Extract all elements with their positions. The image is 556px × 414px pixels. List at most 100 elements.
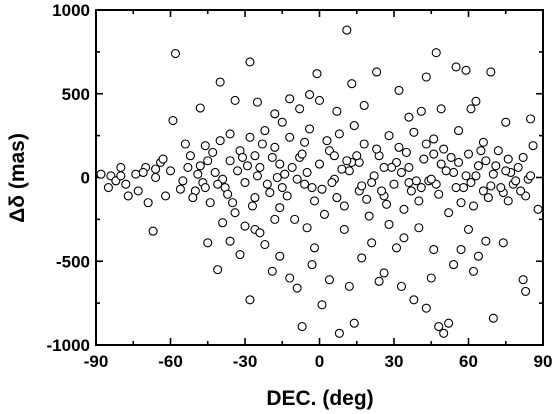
data-point — [116, 171, 126, 181]
data-point — [233, 166, 243, 176]
data-point — [414, 196, 424, 206]
data-point — [454, 126, 464, 136]
data-point — [463, 149, 474, 159]
y-axis-title: Δδ (mas) — [6, 133, 29, 223]
y-tick-labels: 1000 500 0 -500 -1000 — [47, 1, 90, 355]
data-point — [317, 184, 327, 194]
data-point — [305, 90, 315, 100]
data-point — [466, 177, 476, 188]
data-point — [381, 199, 392, 209]
data-point — [394, 85, 404, 95]
data-point — [533, 204, 543, 214]
data-point — [513, 162, 523, 172]
x-axis-title: DEC. (deg) — [266, 387, 373, 410]
data-point — [302, 167, 312, 178]
data-point — [409, 295, 419, 305]
data-point — [208, 147, 218, 157]
data-point — [151, 164, 161, 174]
data-point — [292, 283, 302, 293]
data-point — [399, 233, 409, 243]
data-point — [285, 273, 295, 283]
data-point — [151, 172, 161, 183]
data-point — [347, 79, 357, 89]
data-point — [478, 186, 488, 196]
plot-frame — [95, 9, 544, 346]
data-point — [300, 179, 310, 189]
data-point — [237, 152, 248, 162]
data-point — [436, 104, 446, 114]
data-point — [116, 162, 126, 172]
data-point — [498, 238, 508, 248]
data-point — [404, 112, 414, 122]
data-point — [317, 300, 327, 310]
data-point — [406, 186, 416, 196]
data-point — [203, 238, 213, 248]
data-point — [337, 164, 347, 174]
data-point — [148, 226, 158, 236]
data-point — [372, 67, 382, 77]
data-point — [230, 95, 240, 105]
data-point — [503, 196, 513, 206]
data-point — [230, 208, 240, 218]
data-point — [225, 236, 235, 246]
data-point — [486, 67, 496, 77]
data-point — [426, 174, 436, 184]
data-point — [252, 97, 262, 107]
data-point — [419, 154, 429, 164]
data-point — [305, 124, 315, 134]
data-point — [439, 328, 449, 338]
data-point — [339, 224, 349, 234]
data-point — [245, 295, 255, 305]
data-point — [372, 144, 382, 154]
data-point — [488, 169, 498, 179]
data-point — [493, 146, 503, 156]
data-point — [133, 186, 143, 196]
data-point — [277, 183, 287, 193]
data-point — [295, 104, 305, 114]
data-point — [421, 303, 431, 313]
data-point — [267, 266, 277, 276]
data-point — [364, 211, 374, 221]
data-point — [399, 204, 409, 214]
data-point — [421, 139, 431, 149]
data-point — [255, 162, 265, 172]
data-point — [384, 219, 394, 229]
data-point — [260, 126, 270, 136]
data-point — [319, 209, 330, 219]
data-point — [374, 276, 384, 286]
data-point — [143, 198, 153, 208]
data-point — [436, 159, 446, 169]
data-point — [379, 268, 389, 278]
data-point — [352, 151, 362, 161]
data-point — [478, 137, 488, 147]
data-point — [451, 62, 461, 72]
data-point — [491, 161, 501, 171]
data-point — [225, 156, 235, 166]
data-point — [396, 167, 407, 178]
data-point — [307, 260, 317, 270]
data-point — [451, 183, 461, 193]
data-point — [183, 162, 193, 172]
data-point — [344, 281, 354, 291]
data-point — [175, 184, 185, 194]
data-point — [300, 137, 310, 147]
data-point — [528, 141, 538, 151]
data-point — [262, 179, 272, 189]
data-point — [287, 162, 297, 172]
x-tick-label: 60 — [459, 352, 478, 371]
data-point — [501, 166, 511, 176]
data-point — [394, 142, 404, 152]
data-point — [526, 171, 536, 181]
data-point — [473, 161, 483, 171]
data-point — [272, 172, 282, 183]
data-point — [377, 186, 387, 196]
y-tick-label: 1000 — [52, 1, 90, 20]
x-tick-label: -90 — [84, 352, 109, 371]
data-point — [434, 322, 444, 332]
data-point — [404, 177, 414, 188]
data-point — [473, 251, 483, 261]
data-point — [285, 94, 295, 104]
data-point — [131, 169, 141, 179]
data-point — [245, 132, 255, 142]
data-point — [367, 238, 377, 248]
